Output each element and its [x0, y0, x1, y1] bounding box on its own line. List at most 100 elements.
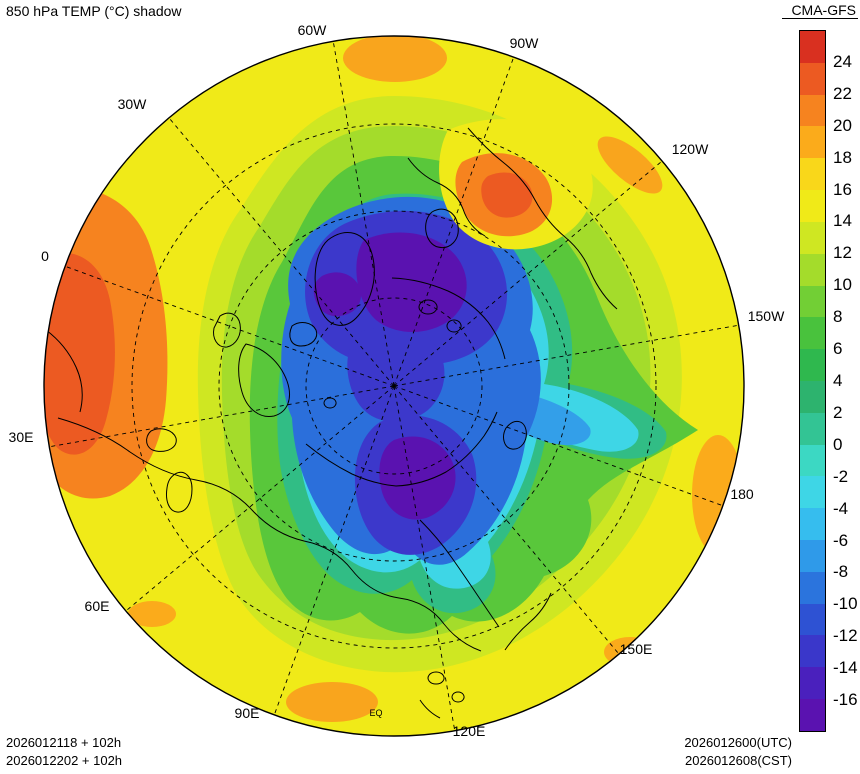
header-rule	[782, 18, 858, 19]
meridian-line	[393, 58, 514, 387]
colorbar-segment	[800, 221, 825, 254]
colorbar-tick-label: -12	[833, 626, 858, 646]
valid-time-utc: 2026012600(UTC)	[684, 735, 792, 750]
temp-fill-orange-bottom	[286, 682, 378, 722]
colorbar-segment	[800, 158, 825, 191]
temperature-colorbar	[799, 30, 826, 732]
colorbar-tick-label: 4	[833, 371, 843, 390]
arctic-island-coastline	[418, 299, 438, 315]
colorbar-segment	[800, 508, 825, 540]
north-america-west-coastline	[467, 127, 618, 310]
coastlines	[45, 127, 618, 719]
colorbar-segment	[800, 94, 825, 127]
lon-label-0: 0	[41, 248, 49, 264]
meridian-line	[66, 266, 395, 387]
british-isles-coastline	[213, 312, 241, 348]
latitude-circle	[218, 210, 570, 562]
colorbar-segment	[800, 571, 825, 604]
svalbard-coastline	[323, 397, 337, 409]
meridian-line	[393, 161, 661, 387]
model-name: CMA-GFS	[791, 2, 856, 18]
colorbar-segment	[800, 603, 825, 636]
lon-label-150W: 150W	[747, 308, 785, 324]
meridian-line	[333, 43, 395, 387]
temp-fill-orange-top	[343, 36, 447, 82]
north-america-arctic-coastline	[391, 277, 506, 360]
lon-label-120E: 120E	[452, 723, 486, 739]
caspian-sea-coastline	[166, 471, 193, 513]
temp-fill-orange-bottomleft	[128, 601, 176, 627]
lon-label-30W: 30W	[117, 96, 147, 112]
southeast-asia-coastline	[419, 699, 441, 719]
hudson-bay-coastline	[425, 208, 459, 249]
colorbar-tick-labels: 24 22 20 18 16 14 12 10 8 6 4 2 0 -2 -4 -6 -8 -10 -12 -14 -1…	[833, 30, 860, 732]
colorbar-tick-label: 18	[833, 147, 852, 167]
colorbar-segment	[800, 126, 825, 159]
colorbar-segment	[800, 190, 825, 222]
colorbar-segment	[800, 62, 825, 95]
japan-coastline	[504, 592, 552, 651]
colorbar-tick-label: -2	[833, 466, 849, 486]
east-asia-coastline	[419, 519, 500, 628]
colorbar-tick-label: 24	[833, 51, 852, 71]
colorbar-tick-label: 10	[833, 275, 852, 295]
colorbar-segment	[800, 253, 825, 286]
colorbar-segment	[800, 285, 825, 318]
colorbar-segments	[800, 31, 825, 731]
colorbar-segment	[800, 412, 825, 445]
lon-label-60W: 60W	[297, 22, 327, 38]
map-boundary-circle	[43, 35, 745, 737]
colorbar-tick-label: -4	[833, 498, 849, 518]
lon-label-120W: 120W	[671, 141, 709, 157]
colorbar-tick-label: 14	[833, 211, 852, 231]
colorbar-segment	[800, 317, 825, 350]
colorbar-tick-label: 6	[833, 339, 843, 359]
graticule	[51, 43, 737, 729]
page-title: 850 hPa TEMP (°C) shadow	[6, 3, 182, 19]
meridian-line	[393, 385, 722, 506]
colorbar-tick-label: 2	[833, 402, 843, 422]
meridian-line	[51, 385, 395, 447]
north-america-east-coastline	[407, 157, 486, 237]
black-sea-coastline	[146, 428, 177, 452]
meridian-line	[393, 325, 737, 387]
latitude-circle	[305, 297, 483, 475]
colorbar-tick-label: -16	[833, 690, 858, 710]
colorbar-tick-label: -8	[833, 562, 849, 582]
temp-fill-orange-topright-streak	[597, 136, 663, 194]
temp-fill-purple-lower	[379, 436, 456, 520]
greenland-coastline	[314, 232, 375, 326]
temp-fill-red-pocket-core	[481, 172, 533, 218]
colorbar-segment	[800, 667, 825, 700]
colorbar-tick-label: -14	[833, 658, 858, 678]
lon-label-90E: 90E	[234, 705, 260, 721]
init-time-cst: 2026012202 + 102h	[6, 753, 123, 768]
colorbar-segment	[800, 540, 825, 572]
colorbar-tick-label: -10	[833, 594, 858, 614]
iceland-coastline	[289, 322, 318, 347]
meridian-line	[393, 385, 619, 653]
meridian-line	[169, 119, 395, 387]
colorbar-segment	[800, 699, 825, 731]
lon-label-90W: 90W	[509, 35, 539, 51]
temp-fill-purple-cores	[313, 232, 467, 520]
meridian-line	[393, 385, 455, 729]
island-coastline	[451, 691, 465, 703]
colorbar-segment	[800, 476, 825, 509]
temp-fill-indigo-mid	[347, 326, 445, 422]
colorbar-segment	[800, 380, 825, 413]
colorbar-tick-label: 20	[833, 115, 852, 135]
lon-label-60E: 60E	[84, 598, 110, 614]
colorbar-tick-label: 8	[833, 307, 843, 327]
init-time-utc: 2026012118 + 102h	[6, 735, 122, 750]
colorbar-tick-label: 16	[833, 179, 852, 199]
colorbar-tick-label: 22	[833, 83, 852, 103]
colorbar-segment	[800, 635, 825, 668]
kamchatka-coastline	[503, 421, 527, 450]
lon-label-150E: 150E	[619, 641, 653, 657]
meridian-line	[127, 385, 395, 611]
africa-northwest-coastline	[45, 329, 83, 413]
colorbar-tick-label: 12	[833, 243, 852, 263]
